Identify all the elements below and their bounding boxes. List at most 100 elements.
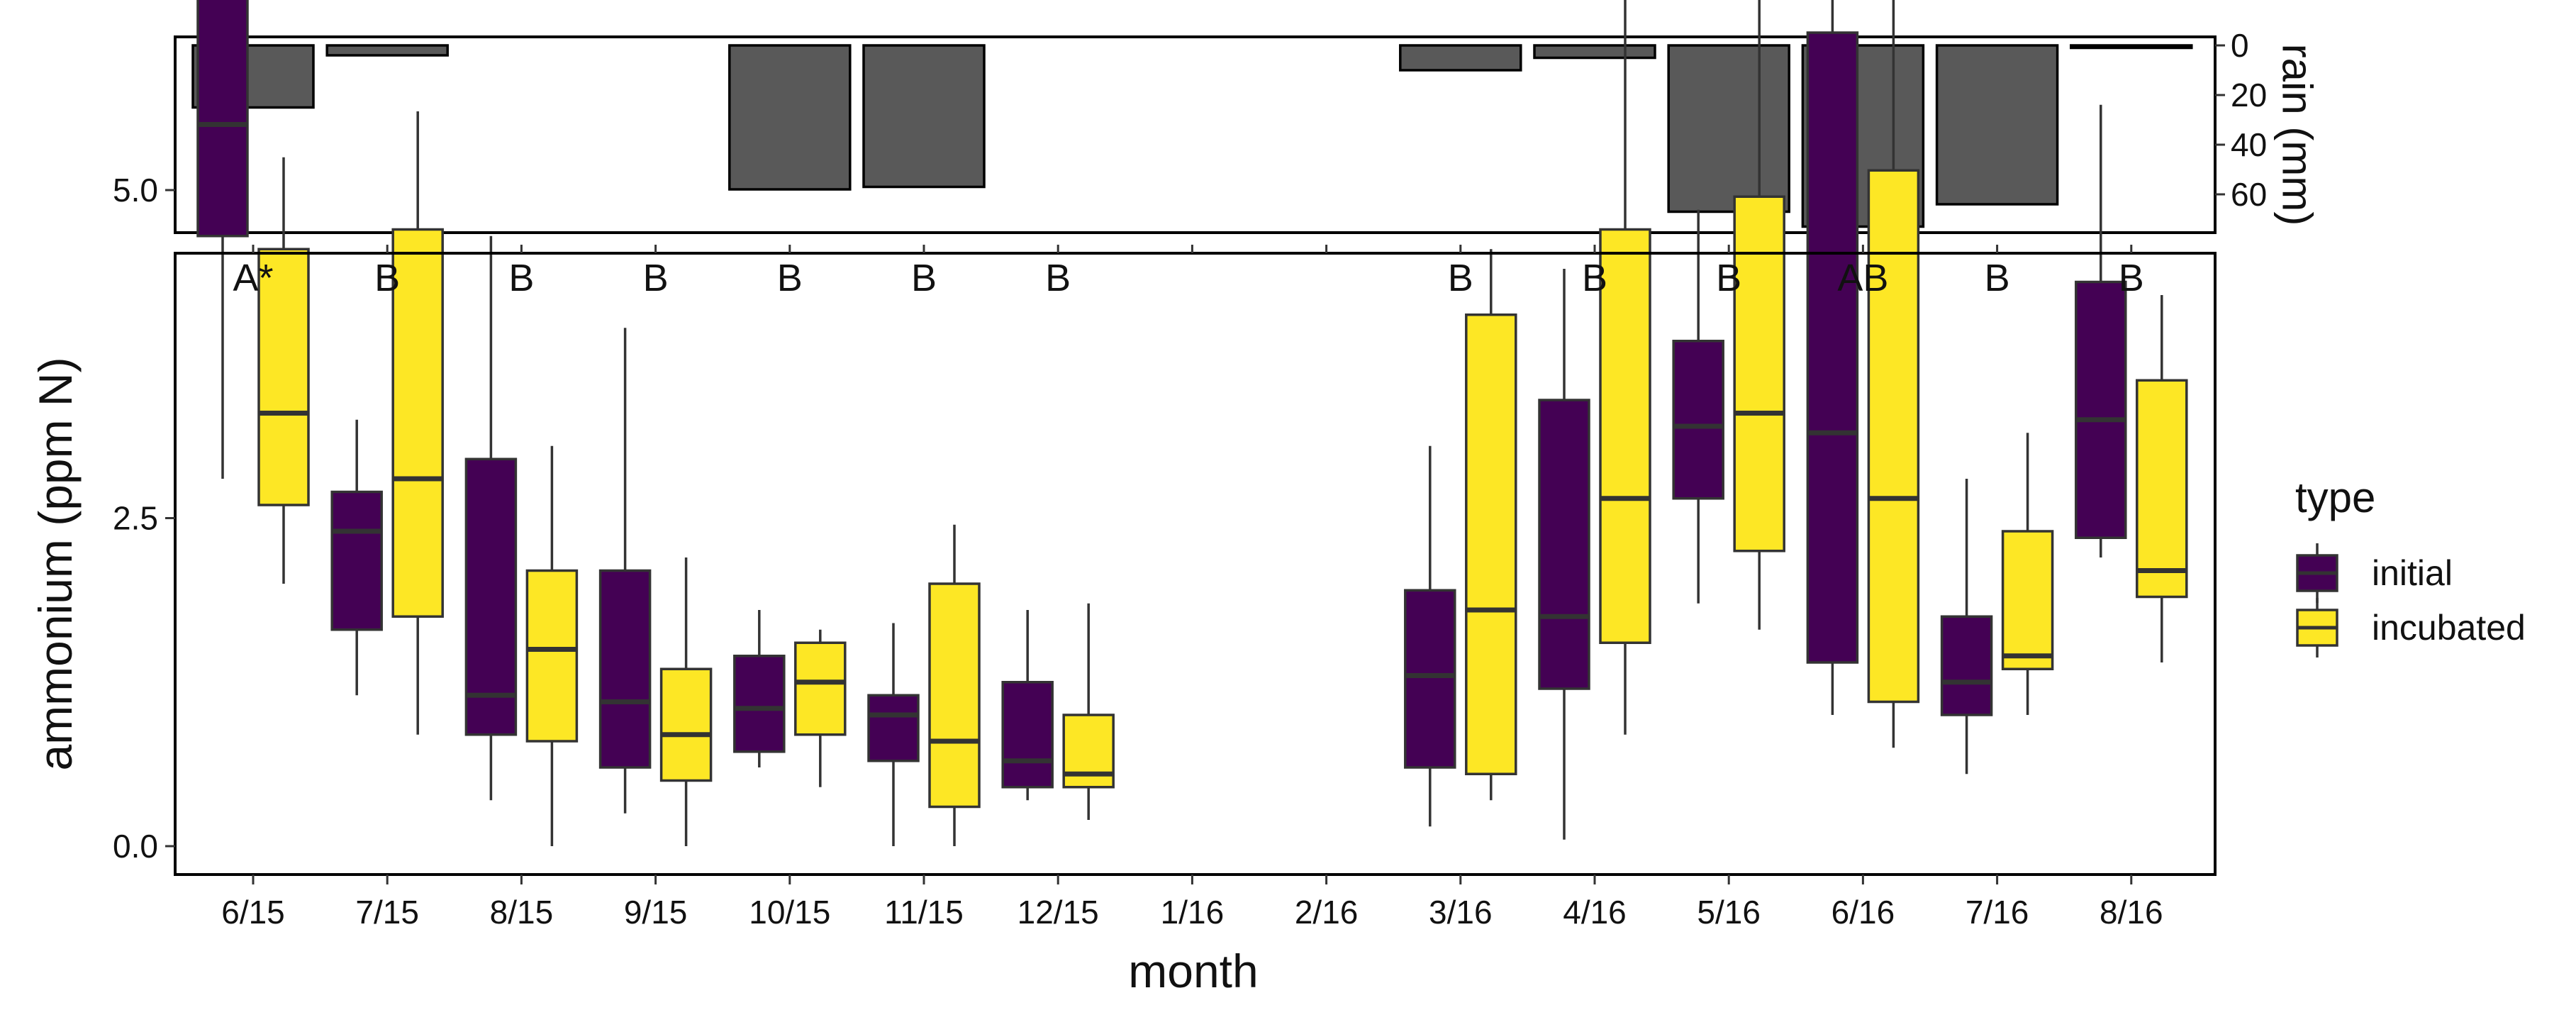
- box-initial-7-15: [330, 419, 383, 696]
- rain-bar-7-16: [1935, 44, 2059, 206]
- xtick-label: 7/16: [1966, 894, 2029, 931]
- boxplot-series: [196, 0, 2188, 846]
- legend: type initial incubated: [2295, 474, 2526, 657]
- box-iqr: [598, 569, 652, 769]
- box-initial-6-15: [196, 0, 249, 479]
- significance-letter: B: [777, 257, 803, 299]
- significance-letter: B: [1716, 257, 1741, 299]
- rain-bar-4-16: [1533, 44, 1656, 60]
- rain-bar-7-15: [325, 44, 449, 57]
- ammonium-panel-frame: [174, 252, 2217, 876]
- rain-bar-8-16: [2070, 44, 2193, 50]
- rain-panel-frame: [174, 35, 2217, 234]
- box-iqr: [257, 248, 310, 506]
- legend-items: initial incubated: [2296, 543, 2526, 657]
- box-initial-11-15: [867, 623, 920, 846]
- legend-label: incubated: [2372, 608, 2526, 648]
- box-initial-6-16: [1806, 0, 1859, 715]
- box-initial-7-16: [1940, 479, 1993, 775]
- xtick-label: 6/16: [1831, 894, 1895, 931]
- box-iqr: [733, 655, 786, 753]
- box-iqr: [1538, 399, 1590, 690]
- box-initial-9-15: [598, 328, 652, 814]
- box-incubated-3-16: [1465, 249, 1517, 801]
- box-iqr: [1599, 228, 1651, 644]
- box-iqr: [330, 490, 383, 631]
- box-iqr: [391, 228, 444, 618]
- significance-letter: AB: [1837, 257, 1888, 299]
- ytick-label: 5.0: [113, 172, 158, 209]
- box-iqr: [464, 457, 518, 736]
- significance-letter: B: [508, 257, 534, 299]
- box-initial-12-15: [1001, 610, 1054, 801]
- xtick-label: 5/16: [1697, 894, 1761, 931]
- significance-letter: B: [374, 257, 400, 299]
- box-iqr: [1940, 615, 1993, 716]
- ammonium-panel: A* B B B B B B B B B AB B B 6/15 7/15 8/15 9/15 10/15 11/…: [29, 0, 2217, 997]
- xtick-label: 10/15: [749, 894, 830, 931]
- rain-bar-3-16: [1399, 44, 1522, 72]
- box-iqr: [1465, 313, 1517, 775]
- xtick-label: 2/16: [1295, 894, 1359, 931]
- box-iqr: [1806, 31, 1859, 664]
- box-initial-4-16: [1538, 269, 1590, 840]
- box-initial-5-16: [1672, 209, 1724, 604]
- box-incubated-10-15: [794, 629, 847, 787]
- box-initial-8-15: [464, 235, 518, 801]
- xtick-label: 4/16: [1563, 894, 1627, 931]
- box-iqr: [1672, 340, 1724, 500]
- rain-bar-10-15: [728, 44, 852, 191]
- box-iqr: [867, 694, 920, 762]
- box-initial-3-16: [1404, 445, 1456, 827]
- month-axis-label: month: [1128, 945, 1258, 997]
- ytick-label: 2.5: [113, 500, 158, 537]
- box-iqr: [1001, 681, 1054, 789]
- rain-ytick-label: 40: [2231, 126, 2267, 163]
- rain-ytick-label: 20: [2231, 77, 2267, 113]
- box-iqr: [1404, 589, 1456, 769]
- box-incubated-4-16: [1599, 0, 1651, 735]
- xtick-label: 8/16: [2100, 894, 2163, 931]
- box-iqr: [525, 569, 579, 743]
- significance-letter: B: [1985, 257, 2010, 299]
- significance-letters: A* B B B B B B B B B AB B B: [233, 257, 2143, 299]
- ytick-label: 0.0: [113, 828, 158, 865]
- box-iqr: [2001, 530, 2054, 670]
- rain-ytick-label: 60: [2231, 176, 2267, 213]
- significance-letter: B: [1448, 257, 1473, 299]
- box-incubated-6-15: [257, 157, 310, 584]
- box-iqr: [1867, 169, 1920, 704]
- box-incubated-9-15: [659, 557, 713, 846]
- box-iqr: [2075, 280, 2127, 539]
- box-iqr: [2136, 379, 2188, 599]
- box-incubated-8-15: [525, 445, 579, 846]
- xtick-label: 11/15: [884, 894, 964, 931]
- significance-letter: B: [1045, 257, 1071, 299]
- significance-letter: B: [643, 257, 669, 299]
- significance-letter: B: [911, 257, 937, 299]
- xtick-label: 3/16: [1429, 894, 1493, 931]
- ammonium-axis-label: ammonium (ppm N): [29, 357, 82, 770]
- box-incubated-6-16: [1867, 0, 1920, 748]
- box-iqr: [794, 641, 847, 736]
- box-incubated-8-16: [2136, 295, 2188, 662]
- legend-title: type: [2295, 474, 2375, 521]
- xtick-label: 8/15: [490, 894, 554, 931]
- significance-letter: B: [1582, 257, 1607, 299]
- box-incubated-11-15: [928, 524, 981, 846]
- box-iqr: [196, 0, 249, 238]
- rain-bar-11-15: [862, 44, 986, 189]
- box-incubated-7-15: [391, 111, 444, 735]
- significance-letter: A*: [233, 257, 273, 299]
- box-incubated-12-15: [1062, 603, 1115, 820]
- rain-panel: 0 20 40 60 rain (mm): [174, 27, 2321, 234]
- rain-ytick-label: 0: [2231, 27, 2249, 64]
- ammonium-axes: 6/15 7/15 8/15 9/15 10/15 11/15 12/15 1/16 2/16 3…: [113, 172, 2163, 931]
- box-incubated-7-16: [2001, 433, 2054, 715]
- box-iqr: [928, 582, 981, 809]
- box-initial-10-15: [733, 610, 786, 767]
- legend-item-incubated: incubated: [2296, 598, 2526, 657]
- xtick-label: 6/15: [221, 894, 285, 931]
- box-iqr: [659, 667, 713, 782]
